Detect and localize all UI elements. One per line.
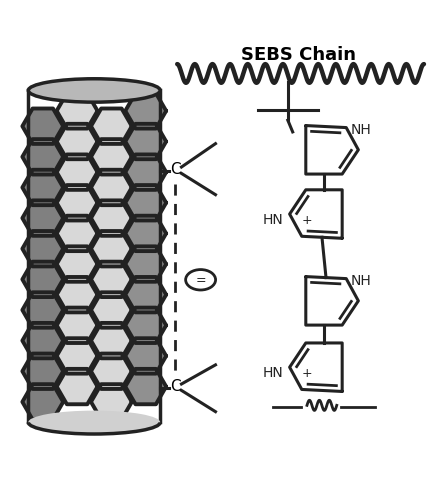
Polygon shape (22, 262, 63, 297)
Polygon shape (22, 231, 63, 266)
Polygon shape (56, 124, 97, 159)
Polygon shape (22, 139, 63, 174)
Polygon shape (91, 292, 132, 328)
Polygon shape (91, 354, 132, 389)
Polygon shape (22, 170, 63, 205)
Text: C: C (169, 378, 180, 394)
Polygon shape (91, 384, 132, 420)
Ellipse shape (28, 410, 160, 434)
Text: NH: NH (350, 274, 370, 288)
Text: SEBS Chain: SEBS Chain (240, 46, 355, 64)
Polygon shape (91, 231, 132, 266)
Text: +: + (301, 214, 312, 226)
Polygon shape (56, 185, 97, 220)
Polygon shape (125, 338, 166, 374)
Polygon shape (56, 369, 97, 404)
Polygon shape (91, 200, 132, 236)
Polygon shape (125, 369, 166, 404)
Ellipse shape (28, 79, 160, 102)
Polygon shape (22, 108, 63, 144)
Text: HN: HN (262, 213, 283, 227)
Polygon shape (56, 246, 97, 282)
Polygon shape (125, 308, 166, 343)
Polygon shape (91, 170, 132, 205)
Polygon shape (22, 384, 63, 420)
Polygon shape (56, 216, 97, 251)
Polygon shape (56, 308, 97, 343)
Polygon shape (91, 323, 132, 358)
Polygon shape (91, 108, 132, 144)
Polygon shape (91, 262, 132, 297)
Polygon shape (125, 246, 166, 282)
Polygon shape (125, 154, 166, 190)
Text: C: C (169, 162, 180, 176)
Text: NH: NH (350, 124, 370, 138)
Polygon shape (125, 93, 166, 128)
Text: +: + (301, 367, 312, 380)
Polygon shape (22, 323, 63, 358)
Polygon shape (91, 139, 132, 174)
Polygon shape (22, 292, 63, 328)
Polygon shape (56, 338, 97, 374)
Polygon shape (22, 354, 63, 389)
Polygon shape (56, 93, 97, 128)
Polygon shape (125, 277, 166, 312)
Text: =: = (195, 274, 206, 287)
Polygon shape (125, 124, 166, 159)
Polygon shape (22, 200, 63, 236)
Polygon shape (125, 185, 166, 220)
Polygon shape (56, 277, 97, 312)
Polygon shape (125, 216, 166, 251)
Polygon shape (56, 154, 97, 190)
Text: HN: HN (262, 366, 283, 380)
